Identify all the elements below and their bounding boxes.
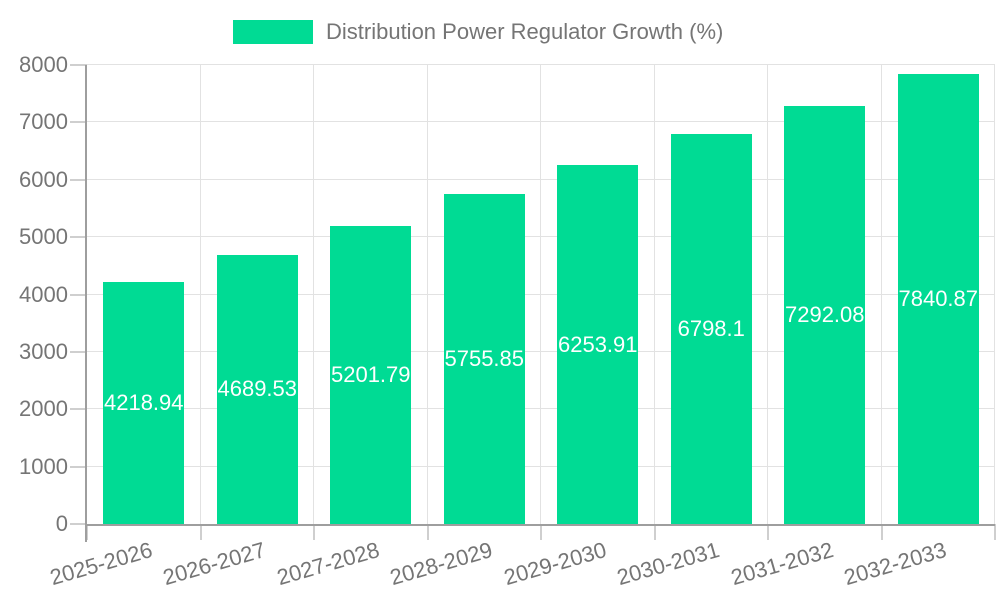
bar-value-label: 6798.1 bbox=[677, 315, 745, 341]
x-axis-line bbox=[85, 524, 995, 526]
y-axis-label: 7000 bbox=[19, 109, 68, 135]
legend-label: Distribution Power Regulator Growth (%) bbox=[326, 19, 724, 44]
y-axis-label: 6000 bbox=[19, 166, 68, 192]
x-axis-label: 2031-2032 bbox=[727, 537, 836, 591]
x-tick-mark bbox=[540, 524, 542, 540]
x-axis-label: 2028-2029 bbox=[387, 537, 496, 591]
bar-value-label: 4218.94 bbox=[103, 389, 184, 415]
y-tick-mark bbox=[70, 465, 87, 468]
y-tick-mark bbox=[70, 236, 87, 239]
x-axis-label: 2030-2031 bbox=[614, 537, 723, 591]
y-tick-mark bbox=[70, 408, 87, 411]
x-gridline bbox=[426, 65, 428, 524]
y-tick-mark bbox=[70, 523, 87, 525]
bar[interactable] bbox=[557, 165, 639, 524]
x-gridline bbox=[540, 65, 541, 524]
y-axis-line bbox=[85, 65, 87, 542]
x-tick-mark bbox=[880, 524, 883, 540]
x-tick-mark bbox=[426, 524, 429, 540]
x-gridline bbox=[199, 65, 201, 524]
y-tick-mark bbox=[70, 121, 87, 124]
x-gridline bbox=[313, 65, 314, 524]
x-tick-mark bbox=[313, 524, 315, 540]
legend-swatch bbox=[233, 20, 313, 44]
bar[interactable] bbox=[330, 225, 412, 524]
y-tick-mark bbox=[70, 293, 87, 296]
x-axis-label: 2029-2030 bbox=[500, 537, 609, 591]
bar[interactable] bbox=[897, 74, 979, 524]
bar-value-label: 5755.85 bbox=[444, 345, 525, 371]
bar-value-label: 7840.87 bbox=[898, 286, 979, 312]
x-gridline bbox=[994, 65, 995, 524]
y-axis-label: 0 bbox=[55, 511, 68, 536]
bar-value-label: 7292.08 bbox=[784, 301, 865, 327]
x-gridline bbox=[653, 65, 655, 524]
x-axis-label: 2032-2033 bbox=[841, 537, 950, 591]
y-axis-label: 3000 bbox=[19, 338, 68, 364]
y-axis-label: 8000 bbox=[19, 52, 68, 77]
x-axis-label: 2026-2027 bbox=[160, 537, 269, 591]
bar[interactable] bbox=[443, 193, 525, 524]
y-gridline bbox=[87, 121, 995, 123]
x-axis-label: 2027-2028 bbox=[273, 537, 382, 591]
bar-value-label: 5201.79 bbox=[330, 361, 411, 387]
bar[interactable] bbox=[784, 105, 866, 524]
bar[interactable] bbox=[216, 254, 298, 524]
y-axis-label: 1000 bbox=[19, 453, 68, 479]
x-axis-label: 2025-2026 bbox=[46, 537, 155, 591]
bar[interactable] bbox=[670, 133, 752, 524]
y-tick-mark bbox=[70, 178, 87, 181]
x-gridline bbox=[880, 65, 882, 524]
bar-value-label: 4689.53 bbox=[217, 376, 298, 402]
x-gridline bbox=[767, 65, 768, 524]
x-tick-mark bbox=[199, 524, 202, 540]
y-gridline bbox=[87, 64, 995, 65]
y-gridline bbox=[87, 465, 995, 467]
bar[interactable] bbox=[103, 281, 185, 524]
y-axis-label: 5000 bbox=[19, 224, 68, 250]
y-gridline bbox=[87, 408, 995, 410]
y-gridline bbox=[87, 236, 995, 238]
bar-value-label: 6253.91 bbox=[557, 331, 638, 357]
legend: Distribution Power Regulator Growth (%) bbox=[233, 19, 723, 45]
x-tick-mark bbox=[767, 524, 769, 540]
y-axis-label: 2000 bbox=[19, 396, 68, 422]
y-gridline bbox=[87, 178, 995, 180]
y-tick-mark bbox=[70, 64, 87, 66]
y-axis-label: 4000 bbox=[19, 281, 68, 307]
y-gridline bbox=[87, 350, 995, 352]
y-gridline bbox=[87, 293, 995, 295]
y-tick-mark bbox=[70, 350, 87, 353]
x-tick-mark bbox=[994, 524, 996, 540]
x-tick-mark bbox=[86, 524, 88, 540]
x-tick-mark bbox=[653, 524, 656, 540]
